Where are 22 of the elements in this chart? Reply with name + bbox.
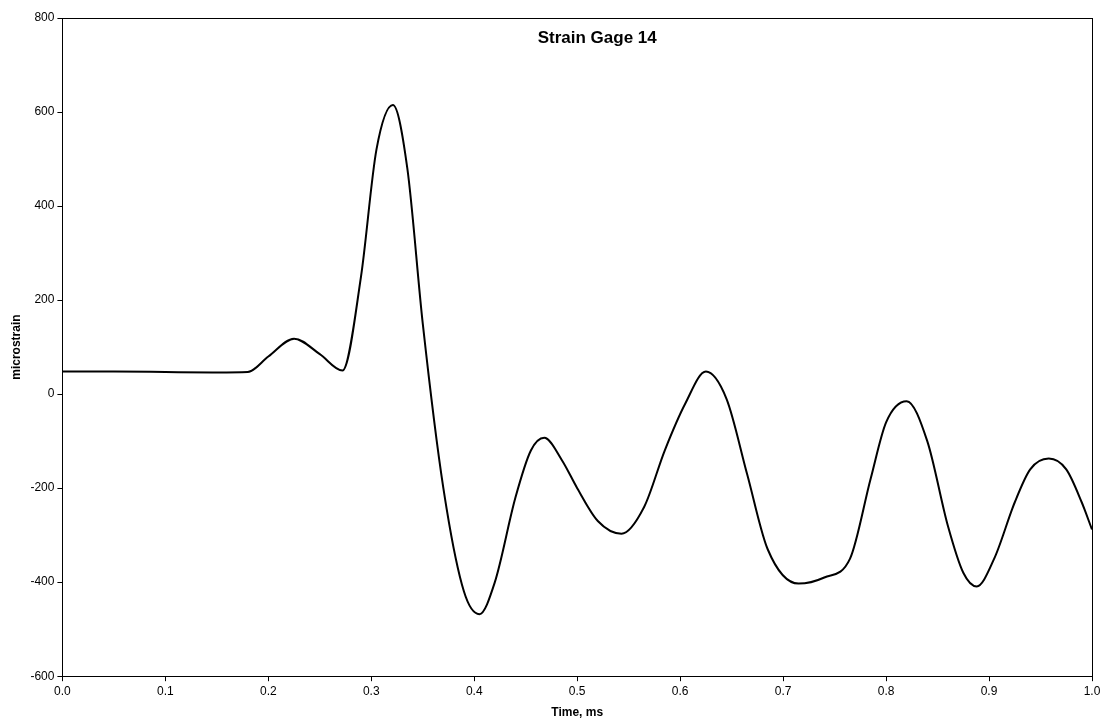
x-tick-label: 0.3 [362, 683, 380, 698]
y-tick-label: 0 [47, 386, 55, 401]
x-tick-label: 0.9 [980, 683, 998, 698]
y-tick-label: 600 [34, 104, 55, 119]
x-axis-title: Time, ms [551, 705, 604, 720]
y-tick-label: -200 [30, 480, 55, 495]
y-tick-label: -600 [30, 668, 55, 683]
y-tick-label: 200 [34, 292, 55, 307]
x-tick-label: 1.0 [1083, 683, 1101, 698]
x-tick-label: 0.1 [157, 683, 175, 698]
x-tick-label: 0.2 [259, 683, 277, 698]
x-tick-label: 0.0 [54, 683, 72, 698]
x-tick-label: 0.5 [568, 683, 586, 698]
y-axis-title: microstrain [8, 314, 23, 380]
x-tick-label: 0.4 [465, 683, 483, 698]
y-tick-label: 800 [34, 10, 55, 25]
x-tick-label: 0.6 [671, 683, 689, 698]
x-tick-label: 0.8 [877, 683, 895, 698]
y-tick-label: -400 [30, 574, 55, 589]
text: Strain Gage 14 [537, 28, 658, 48]
y-tick-label: 400 [34, 198, 55, 213]
x-tick-label: 0.7 [774, 683, 792, 698]
